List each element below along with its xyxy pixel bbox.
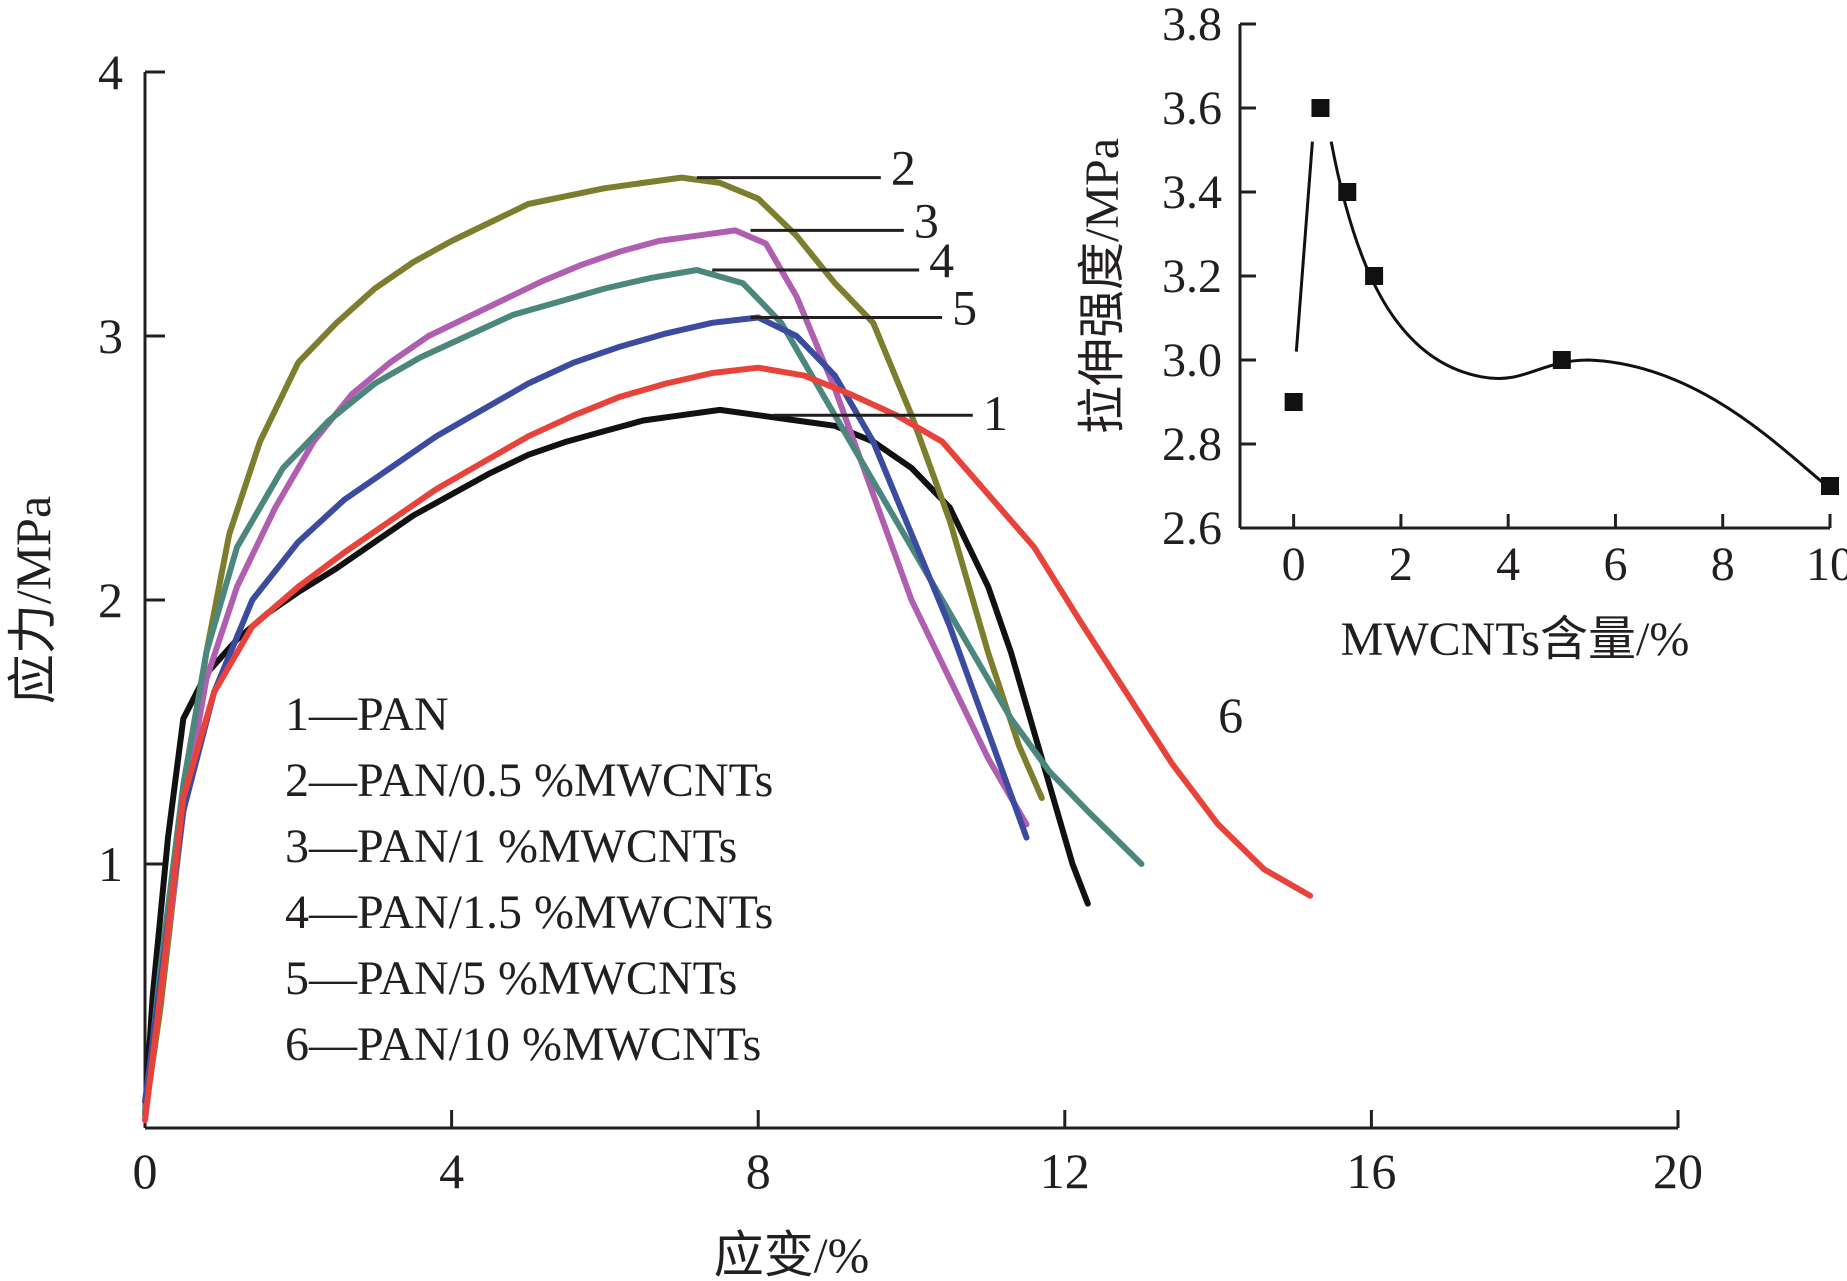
y-tick-label: 4 (98, 44, 123, 100)
inset-x-tick-label: 10 (1806, 538, 1847, 591)
x-axis-label: 应变/% (714, 1227, 870, 1281)
inset-x-tick-label: 6 (1603, 538, 1627, 591)
inset-x-tick-label: 8 (1711, 538, 1735, 591)
curve-label-1: 1 (983, 385, 1008, 441)
inset-x-tick-label: 0 (1282, 538, 1306, 591)
curve-label-5: 5 (952, 280, 977, 336)
series-line-4 (142, 267, 1145, 1118)
x-tick-label: 12 (1040, 1143, 1090, 1199)
x-tick-label: 8 (746, 1143, 771, 1199)
inset-y-tick-label: 3.2 (1162, 250, 1222, 303)
x-tick-label: 16 (1346, 1143, 1396, 1199)
curve-label-3: 3 (914, 192, 939, 248)
inset-data-point (1338, 183, 1357, 201)
tensile-strength-inset-chart: 0 2 4 6 8 10 2.6 2.8 3.0 3.2 3.4 3.6 3.8 MWCNTs含量/% 拉伸… (1076, 0, 1847, 666)
stress-strain-chart: 0 4 8 12 16 201234应变/%应力/MPa2345161—PAN2—PAN/… (5, 44, 1703, 1281)
x-tick-label: 20 (1653, 1143, 1703, 1199)
inset-x-tick-label: 4 (1496, 538, 1520, 591)
inset-y-axis-label: 拉伸强度/MPa (1076, 138, 1129, 434)
series-line-3 (142, 227, 1030, 1118)
curve-label-4: 4 (929, 232, 954, 288)
y-axis-label: 应力/MPa (5, 496, 61, 704)
inset-y-tick-label: 3.4 (1162, 166, 1222, 219)
inset-y-tick-label: 2.8 (1162, 418, 1222, 471)
inset-fit-curve (1329, 141, 1823, 483)
y-tick-label: 3 (98, 308, 123, 364)
series-line-5 (142, 314, 1030, 1105)
legend-entry-5: 5—PAN/5 %MWCNTs (285, 952, 737, 1005)
inset-fit-segment (1294, 141, 1314, 352)
inset-data-point (1821, 477, 1839, 495)
inset-data-point (1284, 393, 1303, 411)
inset-x-tick-label: 2 (1389, 538, 1413, 591)
x-tick-label: 4 (439, 1143, 464, 1199)
legend-entry-4: 4—PAN/1.5 %MWCNTs (285, 886, 773, 939)
series-line-6 (142, 364, 1314, 1124)
y-tick-label: 2 (98, 572, 123, 628)
legend-entry-3: 3—PAN/1 %MWCNTs (285, 820, 737, 873)
inset-y-tick-label: 3.0 (1162, 334, 1222, 387)
legend-entry-1: 1—PAN (285, 688, 449, 741)
series-line-2 (142, 174, 1045, 1118)
inset-y-tick-label: 3.6 (1162, 82, 1222, 135)
curve-label-6: 6 (1218, 687, 1243, 743)
inset-y-tick-label: 3.8 (1162, 0, 1222, 51)
curve-label-2: 2 (891, 140, 916, 196)
inset-data-point (1311, 99, 1330, 117)
x-tick-label: 0 (133, 1143, 158, 1199)
inset-data-point (1552, 351, 1571, 369)
inset-y-tick-label: 2.6 (1162, 502, 1222, 555)
inset-x-axis-label: MWCNTs含量/% (1341, 613, 1690, 666)
y-tick-label: 1 (98, 836, 123, 892)
inset-data-point (1365, 267, 1384, 285)
legend-entry-6: 6—PAN/10 %MWCNTs (285, 1018, 761, 1071)
legend-entry-2: 2—PAN/0.5 %MWCNTs (285, 754, 773, 807)
